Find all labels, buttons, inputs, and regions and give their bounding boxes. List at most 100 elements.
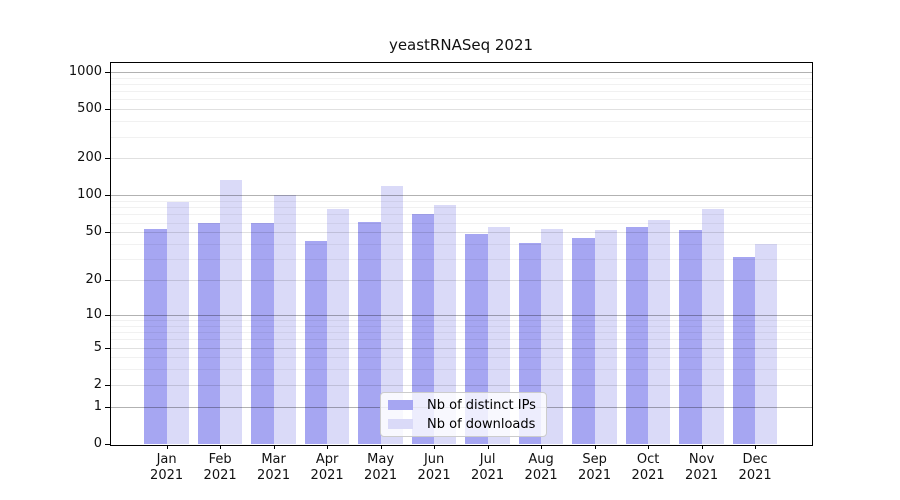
x-tick-label-dec: Dec 2021 bbox=[738, 452, 772, 483]
gridline bbox=[110, 347, 812, 349]
chart-title: yeastRNASeq 2021 bbox=[388, 36, 534, 54]
legend-label-downloads: Nb of downloads bbox=[427, 416, 536, 432]
legend-item-downloads: Nb of downloads bbox=[388, 417, 538, 432]
bar-may-distinct-ips bbox=[358, 221, 381, 444]
y-tick-mark bbox=[105, 109, 110, 111]
x-tick-label-sep: Sep 2021 bbox=[578, 452, 612, 483]
bar-dec-downloads bbox=[755, 244, 778, 444]
x-tick-mark bbox=[594, 445, 596, 449]
bar-mar-distinct-ips bbox=[251, 222, 274, 444]
y-tick-label: 5 bbox=[93, 339, 102, 355]
y-tick-mark bbox=[105, 314, 110, 316]
gridline bbox=[110, 195, 812, 197]
gridline bbox=[110, 77, 812, 79]
x-tick-label-apr: Apr 2021 bbox=[310, 452, 344, 483]
x-tick-mark bbox=[380, 445, 382, 449]
x-tick-mark bbox=[701, 445, 703, 449]
legend-swatch-distinct-ips-icon bbox=[388, 400, 413, 410]
x-tick-label-nov: Nov 2021 bbox=[685, 452, 719, 483]
gridline bbox=[110, 222, 812, 224]
gridline bbox=[110, 280, 812, 282]
y-tick-mark bbox=[105, 347, 110, 349]
bar-sep-downloads bbox=[594, 230, 617, 444]
gridline bbox=[110, 357, 812, 359]
bar-jun-downloads bbox=[434, 205, 457, 444]
gridline bbox=[110, 91, 812, 93]
bar-aug-downloads bbox=[541, 229, 564, 444]
x-tick-mark bbox=[273, 445, 275, 449]
bar-feb-distinct-ips bbox=[197, 222, 221, 444]
gridline bbox=[110, 325, 812, 327]
gridline bbox=[110, 109, 812, 111]
gridline bbox=[110, 369, 812, 371]
x-tick-mark bbox=[434, 445, 436, 449]
x-tick-label-jun: Jun 2021 bbox=[417, 452, 451, 483]
y-tick-label: 200 bbox=[77, 150, 102, 166]
bar-sep-distinct-ips bbox=[572, 237, 595, 444]
bar-mar-downloads bbox=[273, 195, 296, 444]
y-tick-label: 2 bbox=[93, 376, 102, 392]
y-tick-label: 10 bbox=[85, 306, 102, 322]
y-tick-mark bbox=[105, 232, 110, 234]
gridline bbox=[110, 244, 812, 245]
bar-jun-distinct-ips bbox=[411, 213, 435, 444]
bar-oct-downloads bbox=[648, 220, 671, 444]
bar-feb-downloads bbox=[220, 179, 243, 444]
gridline bbox=[110, 121, 812, 123]
bar-nov-distinct-ips bbox=[679, 230, 702, 444]
x-tick-mark bbox=[166, 445, 168, 449]
gridline bbox=[110, 384, 812, 386]
x-tick-label-aug: Aug 2021 bbox=[524, 452, 558, 483]
y-tick-mark bbox=[105, 406, 110, 408]
x-tick-label-jan: Jan 2021 bbox=[150, 452, 184, 483]
x-tick-mark bbox=[648, 445, 650, 449]
bar-jul-downloads bbox=[487, 227, 510, 444]
x-tick-mark bbox=[487, 445, 489, 449]
x-tick-mark bbox=[327, 445, 329, 449]
bar-may-downloads bbox=[380, 185, 403, 444]
x-tick-mark bbox=[755, 445, 757, 449]
gridline bbox=[110, 71, 812, 73]
gridline bbox=[110, 201, 812, 203]
x-tick-label-jul: Jul 2021 bbox=[471, 452, 505, 483]
gridline bbox=[110, 214, 812, 216]
bar-jul-distinct-ips bbox=[465, 234, 488, 444]
y-tick-label: 1000 bbox=[68, 63, 102, 79]
x-tick-label-feb: Feb 2021 bbox=[203, 452, 237, 483]
gridline bbox=[110, 320, 812, 321]
gridline bbox=[110, 136, 812, 138]
x-tick-label-may: May 2021 bbox=[364, 452, 398, 483]
gridline bbox=[110, 158, 812, 160]
y-tick-label: 0 bbox=[93, 436, 102, 451]
x-tick-mark bbox=[220, 445, 222, 449]
gridline bbox=[110, 99, 812, 101]
bar-jan-distinct-ips bbox=[144, 229, 167, 444]
y-tick-mark bbox=[105, 195, 110, 197]
x-tick-label-mar: Mar 2021 bbox=[257, 452, 291, 483]
y-tick-label: 20 bbox=[85, 272, 102, 288]
x-tick-label-oct: Oct 2021 bbox=[631, 452, 665, 483]
gridline bbox=[110, 332, 812, 334]
bar-jan-downloads bbox=[166, 202, 189, 444]
y-tick-mark bbox=[105, 158, 110, 160]
bar-apr-distinct-ips bbox=[304, 241, 328, 444]
legend-swatch-downloads-icon bbox=[388, 419, 413, 429]
y-tick-mark bbox=[105, 444, 110, 445]
gridline bbox=[110, 83, 812, 85]
gridline bbox=[110, 259, 812, 261]
y-tick-mark bbox=[105, 280, 110, 282]
x-tick-mark bbox=[541, 445, 543, 449]
bar-dec-distinct-ips bbox=[732, 257, 756, 444]
y-tick-mark bbox=[105, 71, 110, 73]
bar-apr-downloads bbox=[327, 209, 350, 444]
legend-label-distinct-ips: Nb of distinct IPs bbox=[427, 397, 536, 413]
legend: Nb of distinct IPs Nb of downloads bbox=[380, 392, 547, 437]
y-tick-label: 50 bbox=[85, 224, 102, 240]
y-tick-mark bbox=[105, 384, 110, 386]
gridline bbox=[110, 207, 812, 209]
gridline bbox=[110, 339, 812, 341]
bar-oct-distinct-ips bbox=[625, 227, 649, 444]
y-tick-label: 1 bbox=[93, 398, 102, 414]
legend-item-distinct-ips: Nb of distinct IPs bbox=[388, 398, 538, 413]
